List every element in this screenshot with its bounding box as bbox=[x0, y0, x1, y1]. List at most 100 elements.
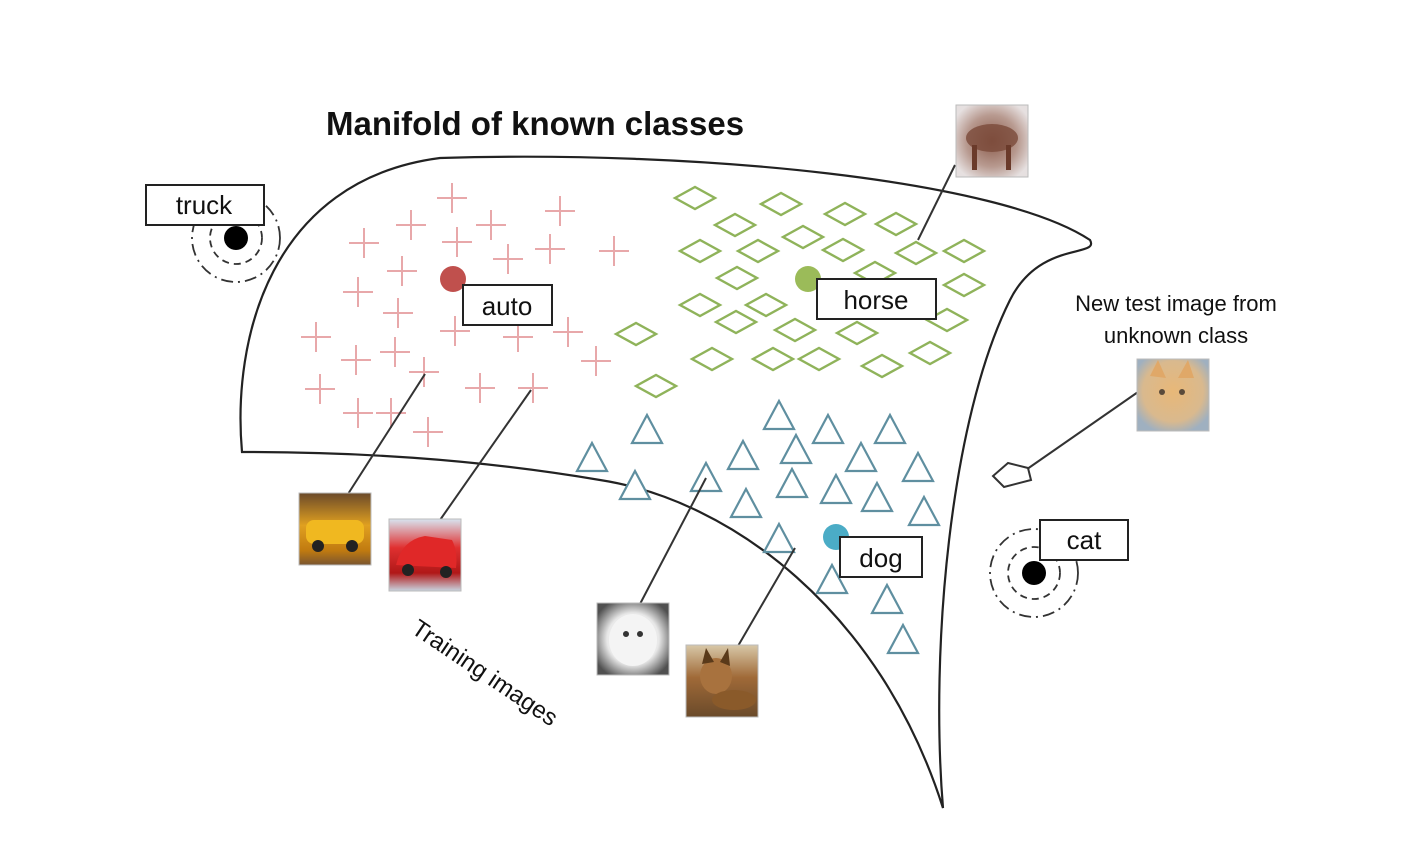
auto-plus-marker bbox=[440, 316, 470, 346]
dog-triangle-marker bbox=[762, 398, 796, 431]
leader-line-brown-dog bbox=[737, 547, 796, 647]
horse-diamond-marker bbox=[750, 346, 796, 372]
auto-plus-marker bbox=[349, 228, 379, 258]
dog-triangle-marker bbox=[819, 472, 853, 505]
training-images-caption: Training images bbox=[407, 615, 563, 732]
dog-triangle-marker bbox=[775, 466, 809, 499]
dog-triangle-marker bbox=[907, 494, 941, 527]
horse-label: horse bbox=[843, 285, 908, 315]
auto-plus-marker bbox=[476, 210, 506, 240]
cat-photo bbox=[1136, 358, 1210, 432]
auto-plus-marker bbox=[503, 322, 533, 352]
dog-label: dog bbox=[859, 543, 902, 573]
auto-plus-marker bbox=[301, 322, 331, 352]
test-caption-line-1: New test image from bbox=[1075, 291, 1277, 316]
auto-plus-marker bbox=[343, 277, 373, 307]
horse-diamond-marker bbox=[613, 321, 659, 347]
horse-diamond-marker bbox=[714, 265, 760, 291]
horse-diamond-marker bbox=[758, 191, 804, 217]
red-car-photo bbox=[388, 518, 462, 592]
dog-triangle-marker bbox=[726, 438, 760, 471]
leader-line-horse bbox=[917, 164, 956, 241]
dog-triangle-marker bbox=[901, 450, 935, 483]
horse-centroid-dot bbox=[795, 266, 821, 292]
dog-triangle-marker bbox=[873, 412, 907, 445]
cat-label-box bbox=[1039, 519, 1129, 561]
horse-diamond-marker bbox=[873, 211, 919, 237]
auto-plus-marker bbox=[493, 244, 523, 274]
horse-diamond-marker bbox=[677, 292, 723, 318]
brown-dog-photo bbox=[685, 644, 759, 718]
auto-plus-marker bbox=[380, 337, 410, 367]
truck-label: truck bbox=[176, 190, 233, 220]
horse-diamond-marker bbox=[672, 185, 718, 211]
horse-diamond-marker bbox=[907, 340, 953, 366]
auto-plus-marker bbox=[409, 357, 439, 387]
horse-photo bbox=[955, 104, 1029, 178]
auto-plus-marker bbox=[518, 373, 548, 403]
dog-triangle-marker bbox=[870, 582, 904, 615]
auto-plus-marker bbox=[341, 345, 371, 375]
auto-plus-marker bbox=[545, 196, 575, 226]
auto-plus-marker bbox=[343, 398, 373, 428]
dog-training-markers bbox=[575, 398, 941, 655]
auto-label: auto bbox=[482, 291, 533, 321]
leader-line-white-dog bbox=[639, 477, 707, 605]
auto-plus-marker bbox=[599, 236, 629, 266]
auto-plus-marker bbox=[396, 210, 426, 240]
dog-triangle-marker bbox=[618, 468, 652, 501]
test-sample-pentagon bbox=[991, 461, 1033, 489]
auto-centroid-dot bbox=[440, 266, 466, 292]
white-dog-photo bbox=[596, 602, 670, 676]
auto-plus-marker bbox=[437, 183, 467, 213]
dog-triangle-marker bbox=[762, 521, 796, 554]
truck-ring-outer bbox=[191, 193, 281, 283]
horse-diamond-marker bbox=[735, 238, 781, 264]
horse-diamond-marker bbox=[689, 346, 735, 372]
auto-plus-marker bbox=[465, 373, 495, 403]
horse-diamond-marker bbox=[633, 373, 679, 399]
cat-ring-inner bbox=[1007, 546, 1061, 600]
leader-line-cat bbox=[1019, 391, 1139, 475]
leader-line-red-car bbox=[439, 389, 532, 521]
yellow-car-photo bbox=[298, 492, 372, 566]
auto-plus-marker bbox=[442, 227, 472, 257]
dog-triangle-marker bbox=[729, 486, 763, 519]
auto-plus-marker bbox=[413, 417, 443, 447]
cat-label: cat bbox=[1067, 525, 1102, 555]
dog-triangle-marker bbox=[575, 440, 609, 473]
horse-diamond-marker bbox=[772, 317, 818, 343]
auto-plus-marker bbox=[305, 374, 335, 404]
dog-triangle-marker bbox=[689, 460, 723, 493]
horse-diamond-marker bbox=[822, 201, 868, 227]
auto-plus-marker bbox=[535, 234, 565, 264]
horse-diamond-marker bbox=[941, 238, 987, 264]
truck-label-box bbox=[145, 184, 265, 226]
horse-diamond-marker bbox=[677, 238, 723, 264]
dog-triangle-marker bbox=[815, 562, 849, 595]
dog-triangle-marker bbox=[844, 440, 878, 473]
horse-diamond-marker bbox=[713, 309, 759, 335]
auto-plus-marker bbox=[581, 346, 611, 376]
dog-triangle-marker bbox=[886, 622, 920, 655]
horse-diamond-marker bbox=[893, 240, 939, 266]
dog-triangle-marker bbox=[860, 480, 894, 513]
auto-training-markers bbox=[301, 183, 629, 447]
horse-diamond-marker bbox=[743, 292, 789, 318]
horse-diamond-marker bbox=[859, 353, 905, 379]
horse-diamond-marker bbox=[941, 272, 987, 298]
horse-label-box bbox=[816, 278, 937, 320]
dog-triangle-marker bbox=[630, 412, 664, 445]
horse-diamond-marker bbox=[780, 224, 826, 250]
dog-triangle-marker bbox=[779, 432, 813, 465]
leader-lines bbox=[347, 164, 1139, 647]
cat-dot bbox=[1022, 561, 1046, 585]
diagram-title: Manifold of known classes bbox=[326, 105, 744, 142]
auto-plus-marker bbox=[553, 317, 583, 347]
horse-diamond-marker bbox=[712, 212, 758, 238]
cat-unknown-point bbox=[989, 528, 1079, 618]
cat-ring-outer bbox=[989, 528, 1079, 618]
leader-line-yellow-car bbox=[347, 373, 426, 495]
horse-diamond-marker bbox=[820, 237, 866, 263]
